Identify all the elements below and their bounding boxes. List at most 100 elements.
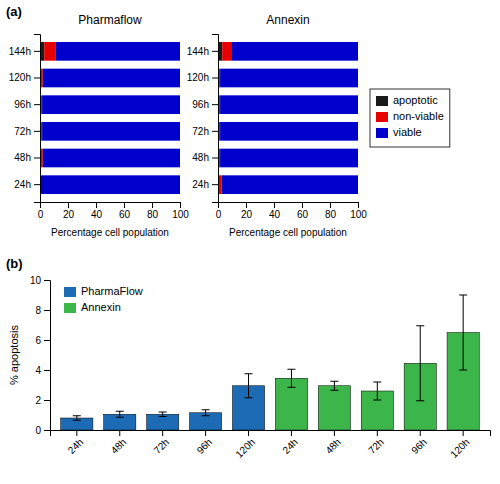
- tick-label: 120h: [234, 436, 258, 460]
- y-axis: 24h48h72h96h120h144h: [187, 35, 219, 203]
- bar-segment: [41, 175, 180, 194]
- tick-label: 4: [35, 365, 41, 376]
- tick-label: 120h: [9, 72, 31, 83]
- error-bar: [459, 295, 467, 370]
- tick: 80: [147, 202, 159, 220]
- bar-segment: [222, 42, 232, 61]
- tick-label: 72h: [366, 436, 386, 456]
- tick: 72h: [366, 430, 386, 456]
- tick-label: 20: [241, 209, 253, 220]
- tick-label: 96h: [14, 99, 31, 110]
- error-bar: [73, 416, 81, 421]
- tick: 0: [216, 202, 222, 220]
- panel-label: (a): [6, 4, 22, 19]
- tick-mark: [44, 280, 50, 281]
- tick-mark: [180, 202, 181, 208]
- tick-label: 144h: [9, 46, 31, 57]
- tick-mark: [358, 202, 359, 208]
- tick-mark: [377, 430, 378, 436]
- legend-item: non-viable: [376, 110, 444, 122]
- tick-mark: [246, 202, 247, 208]
- bar-segment: [43, 149, 180, 168]
- tick: 60: [119, 202, 131, 220]
- tick-label: 80: [147, 209, 159, 220]
- chart-title: Pharmaflow: [78, 13, 142, 27]
- tick-mark: [162, 430, 163, 436]
- tick-label: 24h: [14, 179, 31, 190]
- tick-mark: [212, 158, 218, 159]
- tick-mark: [34, 104, 40, 105]
- tick: 2: [35, 395, 50, 406]
- bar: [318, 386, 350, 430]
- tick-label: 6: [35, 335, 41, 346]
- x-axis: 020406080100: [216, 202, 368, 220]
- error-bar: [330, 381, 338, 390]
- tick-label: 20: [63, 209, 75, 220]
- tick-mark: [212, 184, 218, 185]
- tick-mark: [302, 202, 303, 208]
- error-bar: [373, 382, 381, 400]
- tick-mark: [212, 131, 218, 132]
- tick: 120h: [187, 72, 218, 83]
- tick-mark: [68, 202, 69, 208]
- tick: 120h: [234, 430, 258, 460]
- y-axis: 24h 48h 72h 96h 120h 144h: [9, 35, 41, 203]
- tick: 24h: [192, 179, 218, 190]
- tick-mark: [34, 78, 40, 79]
- tick: 0: [35, 425, 50, 436]
- tick: 96h: [195, 430, 215, 456]
- tick-label: 24h: [66, 436, 86, 456]
- error-bar: [245, 374, 253, 398]
- tick: 72h: [14, 126, 40, 137]
- tick-mark: [330, 202, 331, 208]
- y-axis-line: [212, 35, 219, 203]
- tick: 48h: [323, 430, 343, 456]
- tick-mark: [44, 430, 50, 431]
- tick-label: 40: [91, 209, 103, 220]
- bars: [61, 295, 480, 430]
- bar-segment: [232, 42, 358, 61]
- tick: 24h: [280, 430, 300, 456]
- tick: 100: [172, 202, 189, 220]
- legend-swatch: [376, 128, 388, 138]
- tick: 72h: [152, 430, 172, 456]
- bar-segment: [44, 42, 55, 61]
- tick-mark: [44, 370, 50, 371]
- tick-label: 72h: [192, 126, 209, 137]
- tick-label: 0: [38, 209, 44, 220]
- tick-mark: [34, 158, 40, 159]
- tick-mark: [212, 104, 218, 105]
- tick: 0: [38, 202, 44, 220]
- y-axis-title: % apoptosis: [8, 325, 20, 385]
- error-bar: [116, 411, 124, 417]
- tick-mark: [119, 430, 120, 436]
- tick-mark: [76, 430, 77, 436]
- tick: 48h: [14, 152, 40, 163]
- x-axis-line: [219, 203, 359, 209]
- tick: 48h: [109, 430, 129, 456]
- legend-label: PharmaFlow: [81, 285, 143, 297]
- error-bar: [159, 412, 167, 417]
- x-axis-line: [51, 431, 491, 437]
- tick: 24h: [66, 430, 86, 456]
- legend-item: viable: [376, 126, 422, 138]
- tick-mark: [274, 202, 275, 208]
- tick: 144h: [187, 46, 218, 57]
- tick-label: 60: [119, 209, 131, 220]
- tick: 144h: [9, 46, 40, 57]
- tick-mark: [212, 51, 218, 52]
- legend-swatch: [64, 287, 76, 297]
- tick-label: 0: [216, 209, 222, 220]
- tick-label: 120h: [448, 436, 472, 460]
- tick: 96h: [14, 99, 40, 110]
- tick: 120h: [9, 72, 40, 83]
- y-axis-line: [44, 281, 51, 431]
- tick-label: 144h: [187, 46, 209, 57]
- tick-label: 100: [350, 209, 367, 220]
- tick-mark: [205, 430, 206, 436]
- legend-label: non-viable: [393, 110, 444, 122]
- tick: 48h: [192, 152, 218, 163]
- chart-svg: (a)02040608010024h48h72h96h120h144hPharm…: [0, 0, 500, 484]
- legend-item: PharmaFlow: [64, 285, 143, 297]
- bar-segment: [220, 69, 358, 88]
